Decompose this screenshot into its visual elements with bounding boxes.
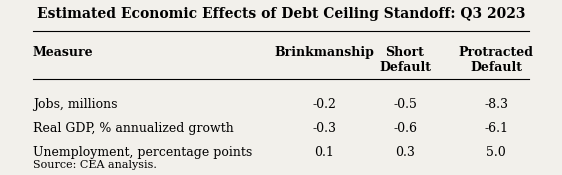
Text: -8.3: -8.3 <box>484 98 508 111</box>
Text: -6.1: -6.1 <box>484 122 508 135</box>
Text: 0.3: 0.3 <box>395 146 415 159</box>
Text: 0.1: 0.1 <box>314 146 334 159</box>
Text: Unemployment, percentage points: Unemployment, percentage points <box>33 146 252 159</box>
Text: -0.5: -0.5 <box>393 98 417 111</box>
Text: Jobs, millions: Jobs, millions <box>33 98 117 111</box>
Text: Real GDP, % annualized growth: Real GDP, % annualized growth <box>33 122 234 135</box>
Text: Protracted
Default: Protracted Default <box>459 46 534 74</box>
Text: Estimated Economic Effects of Debt Ceiling Standoff: Q3 2023: Estimated Economic Effects of Debt Ceili… <box>37 6 525 20</box>
Text: -0.6: -0.6 <box>393 122 417 135</box>
Text: Measure: Measure <box>33 46 93 59</box>
Text: 5.0: 5.0 <box>486 146 506 159</box>
Text: Source: CEA analysis.: Source: CEA analysis. <box>33 160 157 170</box>
Text: Short
Default: Short Default <box>379 46 431 74</box>
Text: -0.3: -0.3 <box>312 122 336 135</box>
Text: -0.2: -0.2 <box>312 98 336 111</box>
Text: Brinkmanship: Brinkmanship <box>274 46 374 59</box>
